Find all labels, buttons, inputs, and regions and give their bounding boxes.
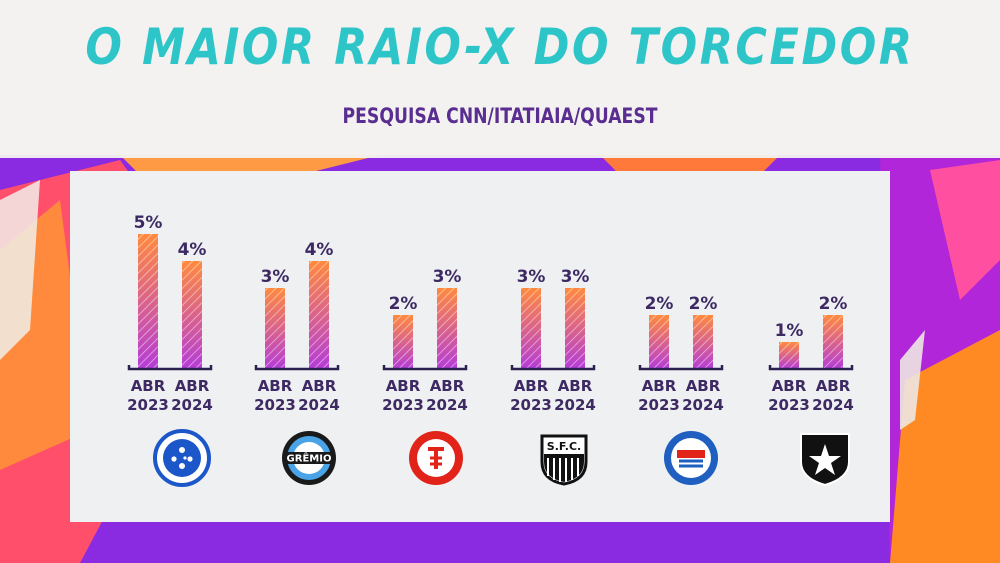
data-label: 2% (389, 294, 418, 314)
cruzeiro-crest-icon (153, 429, 211, 487)
bar-hatch (649, 315, 669, 369)
santos-crest-text: S.F.C. (547, 440, 581, 453)
x-tick-label: ABR (642, 377, 677, 395)
bar-hatch (265, 288, 285, 369)
data-label: 1% (775, 321, 804, 341)
x-tick-label: 2023 (254, 396, 296, 414)
bar-hatch (693, 315, 713, 369)
bar-hatch (565, 288, 585, 369)
x-tick-label: 2023 (638, 396, 680, 414)
bar-chart: 5%ABR20234%ABR20243%ABR20234%ABR20242%AB… (127, 213, 854, 414)
x-tick-label: ABR (772, 377, 807, 395)
bar-hatch (393, 315, 413, 369)
group-axis (254, 365, 340, 371)
x-tick-label: 2024 (554, 396, 596, 414)
data-label: 4% (178, 240, 207, 260)
data-label: 4% (305, 240, 334, 260)
bar-hatch (823, 315, 843, 369)
data-label: 5% (134, 213, 163, 233)
group-axis (768, 365, 854, 371)
data-label: 3% (261, 267, 290, 287)
x-tick-label: 2023 (382, 396, 424, 414)
bar-hatch (182, 261, 202, 369)
internacional-crest-icon (409, 431, 463, 485)
botafogo-crest-icon (800, 433, 850, 487)
x-tick-label: ABR (386, 377, 421, 395)
data-label: 2% (689, 294, 718, 314)
page-subtitle: PESQUISA CNN/ITATIAIA/QUAEST (342, 104, 658, 128)
x-tick-label: ABR (175, 377, 210, 395)
x-tick-label: 2024 (171, 396, 213, 414)
x-tick-label: 2023 (510, 396, 552, 414)
x-tick-label: ABR (430, 377, 465, 395)
data-label: 2% (645, 294, 674, 314)
x-tick-label: ABR (558, 377, 593, 395)
x-tick-label: ABR (302, 377, 337, 395)
x-tick-label: ABR (816, 377, 851, 395)
bahia-crest-icon (664, 431, 718, 485)
x-tick-label: 2024 (298, 396, 340, 414)
group-axis (510, 365, 596, 371)
x-tick-label: ABR (686, 377, 721, 395)
santos-crest-icon: S.F.C. (540, 434, 588, 486)
group-axis (127, 365, 213, 371)
x-tick-label: 2023 (768, 396, 810, 414)
x-tick-label: 2024 (682, 396, 724, 414)
data-label: 2% (819, 294, 848, 314)
group-axis (638, 365, 724, 371)
x-tick-label: 2024 (426, 396, 468, 414)
bar-hatch (138, 234, 158, 369)
group-axis (382, 365, 468, 371)
data-label: 3% (561, 267, 590, 287)
bar-hatch (437, 288, 457, 369)
bar-hatch (521, 288, 541, 369)
data-label: 3% (517, 267, 546, 287)
data-label: 3% (433, 267, 462, 287)
x-tick-label: ABR (258, 377, 293, 395)
gremio-crest-icon: GRÊMIO (282, 431, 336, 485)
x-tick-label: ABR (514, 377, 549, 395)
page-title: O MAIOR RAIO-X DO TORCEDOR (85, 18, 915, 76)
x-tick-label: ABR (131, 377, 166, 395)
bar-hatch (309, 261, 329, 369)
x-tick-label: 2024 (812, 396, 854, 414)
x-tick-label: 2023 (127, 396, 169, 414)
gremio-crest-text: GRÊMIO (287, 452, 332, 465)
bar-hatch (779, 342, 799, 369)
